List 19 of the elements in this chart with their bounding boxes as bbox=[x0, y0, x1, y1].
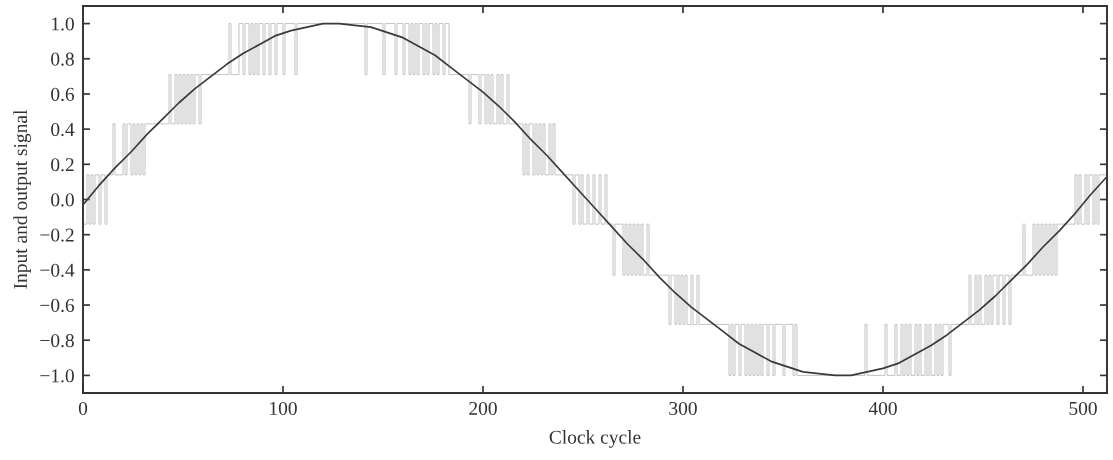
y-tick-label: 0.0 bbox=[51, 193, 74, 207]
y-tick-label: −1.0 bbox=[40, 369, 74, 383]
x-tick-label: 200 bbox=[469, 401, 497, 416]
y-tick-label: −0.6 bbox=[40, 298, 75, 313]
x-tick-label: 0 bbox=[78, 401, 88, 416]
y-tick-label: −0.8 bbox=[40, 334, 74, 348]
y-tick-label: −0.2 bbox=[40, 228, 74, 242]
x-tick-label: 500 bbox=[1069, 401, 1097, 416]
y-tick-label: −0.4 bbox=[40, 263, 75, 277]
y-tick-label: 0.8 bbox=[51, 52, 74, 66]
x-tick-label: 100 bbox=[270, 401, 297, 416]
x-tick-label: 400 bbox=[868, 401, 897, 416]
y-axis-title: Input and output signal bbox=[13, 109, 32, 289]
y-tick-label: 0.2 bbox=[51, 158, 74, 172]
x-tick-label: 300 bbox=[669, 401, 697, 416]
y-tick-label: 1.0 bbox=[52, 17, 74, 31]
y-tick-label: 0.6 bbox=[51, 87, 75, 101]
x-axis-title: Clock cycle bbox=[549, 430, 641, 448]
y-tick-label: 0.4 bbox=[51, 122, 75, 137]
